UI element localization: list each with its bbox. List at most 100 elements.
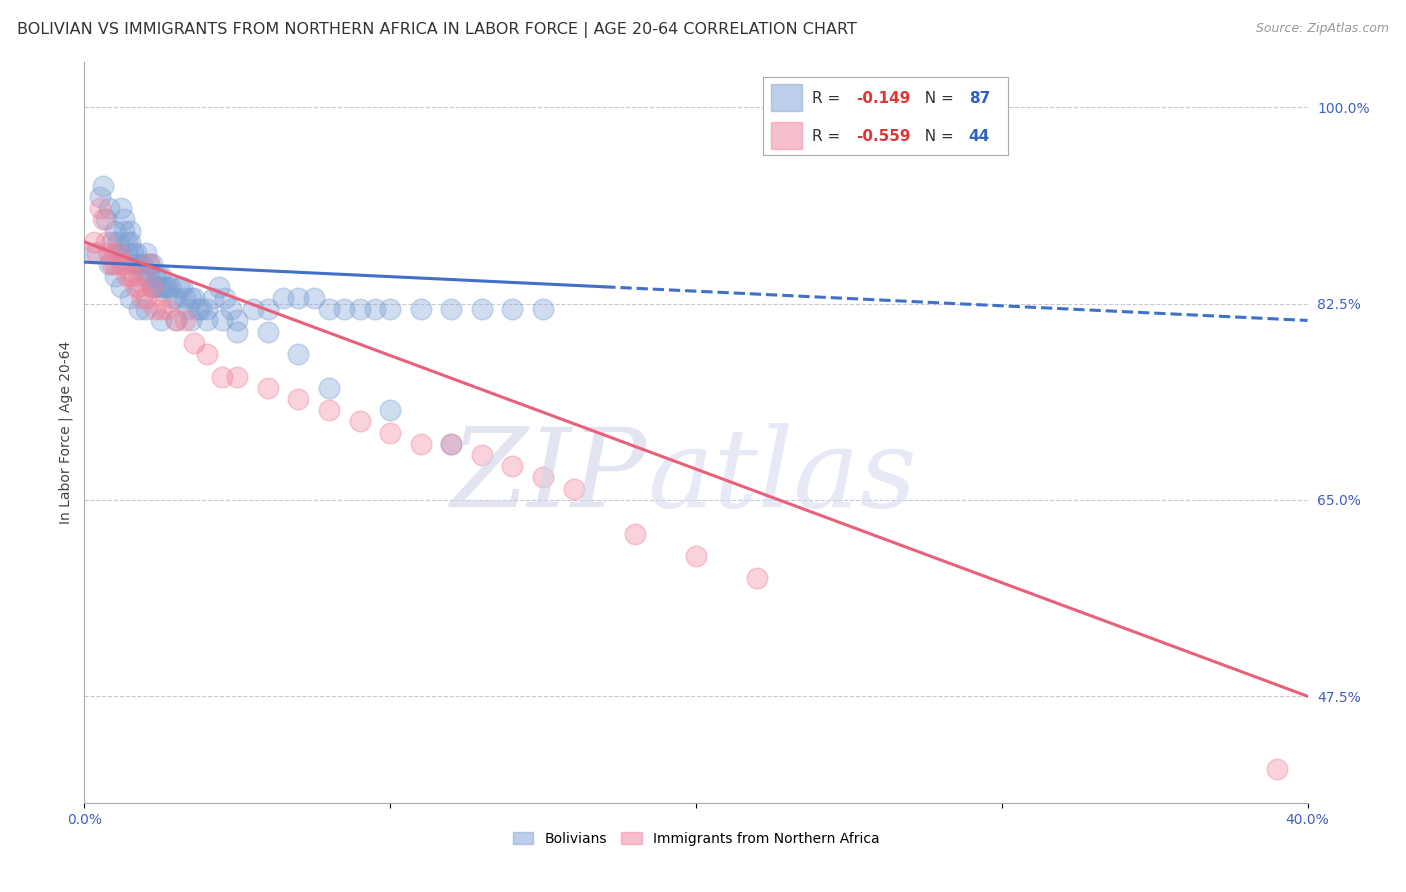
Point bbox=[562, 482, 585, 496]
Point bbox=[149, 302, 172, 317]
Point bbox=[333, 302, 356, 317]
Text: ZIP: ZIP bbox=[451, 424, 647, 531]
Point bbox=[131, 257, 153, 271]
Point bbox=[409, 437, 432, 451]
Point bbox=[135, 246, 157, 260]
Point bbox=[135, 268, 157, 283]
Point bbox=[143, 268, 166, 283]
Point bbox=[159, 280, 181, 294]
Point bbox=[440, 437, 463, 451]
Point bbox=[128, 268, 150, 283]
Point bbox=[125, 280, 148, 294]
Point bbox=[226, 369, 249, 384]
Text: atlas: atlas bbox=[647, 424, 917, 531]
Point bbox=[287, 392, 309, 406]
Point bbox=[149, 268, 172, 283]
Point bbox=[685, 549, 707, 563]
Point bbox=[110, 280, 132, 294]
Point bbox=[177, 302, 200, 317]
Point bbox=[172, 280, 194, 294]
Point bbox=[128, 257, 150, 271]
Point bbox=[97, 257, 120, 271]
Point bbox=[125, 257, 148, 271]
Point bbox=[110, 246, 132, 260]
Point bbox=[162, 291, 184, 305]
Point bbox=[440, 437, 463, 451]
Point bbox=[141, 257, 163, 271]
Point bbox=[120, 268, 142, 283]
Point bbox=[1265, 762, 1288, 776]
Point bbox=[135, 302, 157, 317]
Point bbox=[271, 291, 294, 305]
Point bbox=[201, 291, 224, 305]
Point bbox=[214, 291, 236, 305]
Point bbox=[143, 302, 166, 317]
Point bbox=[120, 291, 142, 305]
Point bbox=[138, 257, 160, 271]
Point bbox=[380, 403, 402, 417]
Point bbox=[101, 235, 124, 249]
Point bbox=[122, 257, 145, 271]
Point bbox=[364, 302, 387, 317]
Point bbox=[89, 190, 111, 204]
Point bbox=[165, 313, 187, 327]
Text: Source: ZipAtlas.com: Source: ZipAtlas.com bbox=[1256, 22, 1389, 36]
Point bbox=[107, 246, 129, 260]
Point bbox=[226, 313, 249, 327]
Legend: Bolivians, Immigrants from Northern Africa: Bolivians, Immigrants from Northern Afri… bbox=[508, 826, 884, 851]
Point bbox=[104, 246, 127, 260]
Point bbox=[471, 302, 494, 317]
Point bbox=[180, 313, 202, 327]
Point bbox=[101, 257, 124, 271]
Point bbox=[110, 257, 132, 271]
Point bbox=[120, 235, 142, 249]
Point bbox=[83, 246, 105, 260]
Point bbox=[502, 459, 524, 474]
Point bbox=[531, 470, 554, 484]
Point bbox=[131, 291, 153, 305]
Point bbox=[112, 257, 135, 271]
Point bbox=[287, 291, 309, 305]
Point bbox=[104, 268, 127, 283]
Point bbox=[257, 381, 280, 395]
Point bbox=[195, 347, 218, 361]
Point bbox=[94, 235, 117, 249]
Point bbox=[318, 302, 340, 317]
Point bbox=[135, 291, 157, 305]
Point bbox=[141, 280, 163, 294]
Point bbox=[91, 212, 114, 227]
Point bbox=[531, 302, 554, 317]
Point bbox=[190, 302, 212, 317]
Point bbox=[149, 280, 172, 294]
Point bbox=[122, 246, 145, 260]
Point bbox=[112, 212, 135, 227]
Point bbox=[208, 280, 231, 294]
Point bbox=[409, 302, 432, 317]
Point bbox=[149, 313, 172, 327]
Point bbox=[174, 313, 197, 327]
Point bbox=[138, 257, 160, 271]
Point bbox=[122, 268, 145, 283]
Point bbox=[502, 302, 524, 317]
Point bbox=[174, 291, 197, 305]
Point bbox=[115, 246, 138, 260]
Point bbox=[349, 302, 371, 317]
Point bbox=[86, 246, 108, 260]
Point bbox=[183, 291, 205, 305]
Point bbox=[156, 302, 179, 317]
Point bbox=[318, 403, 340, 417]
Point bbox=[747, 571, 769, 585]
Point bbox=[349, 414, 371, 428]
Point bbox=[141, 280, 163, 294]
Text: BOLIVIAN VS IMMIGRANTS FROM NORTHERN AFRICA IN LABOR FORCE | AGE 20-64 CORRELATI: BOLIVIAN VS IMMIGRANTS FROM NORTHERN AFR… bbox=[17, 22, 856, 38]
Point bbox=[110, 201, 132, 215]
Point bbox=[211, 369, 233, 384]
Point bbox=[146, 280, 169, 294]
Point bbox=[440, 302, 463, 317]
Point bbox=[226, 325, 249, 339]
Point bbox=[153, 280, 176, 294]
Point bbox=[104, 224, 127, 238]
Point bbox=[115, 268, 138, 283]
Point bbox=[624, 526, 647, 541]
Point bbox=[107, 235, 129, 249]
